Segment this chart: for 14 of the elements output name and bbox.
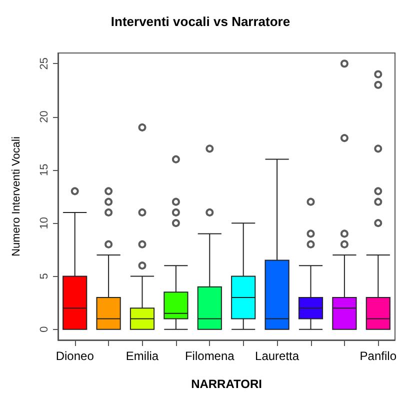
x-tick-label: Filomena [184,349,235,363]
y-tick-label: 10 [38,216,50,230]
y-tick-label: 15 [38,164,50,176]
x-tick-label: Emilia [126,349,159,363]
chart-title: Interventi vocali vs Narratore [110,14,290,29]
y-axis-title: Numero Interventi Vocali [10,136,22,256]
y-tick-label: 0 [38,326,50,332]
x-tick-label: Panfilo [360,349,397,363]
y-tick-label: 25 [38,58,50,70]
y-tick-label: 5 [38,273,50,280]
y-tick-label: 20 [38,110,50,123]
x-tick-label: Lauretta [255,349,300,363]
x-tick-label: Dioneo [56,349,94,363]
x-axis-title: NARRATORI [191,377,262,391]
